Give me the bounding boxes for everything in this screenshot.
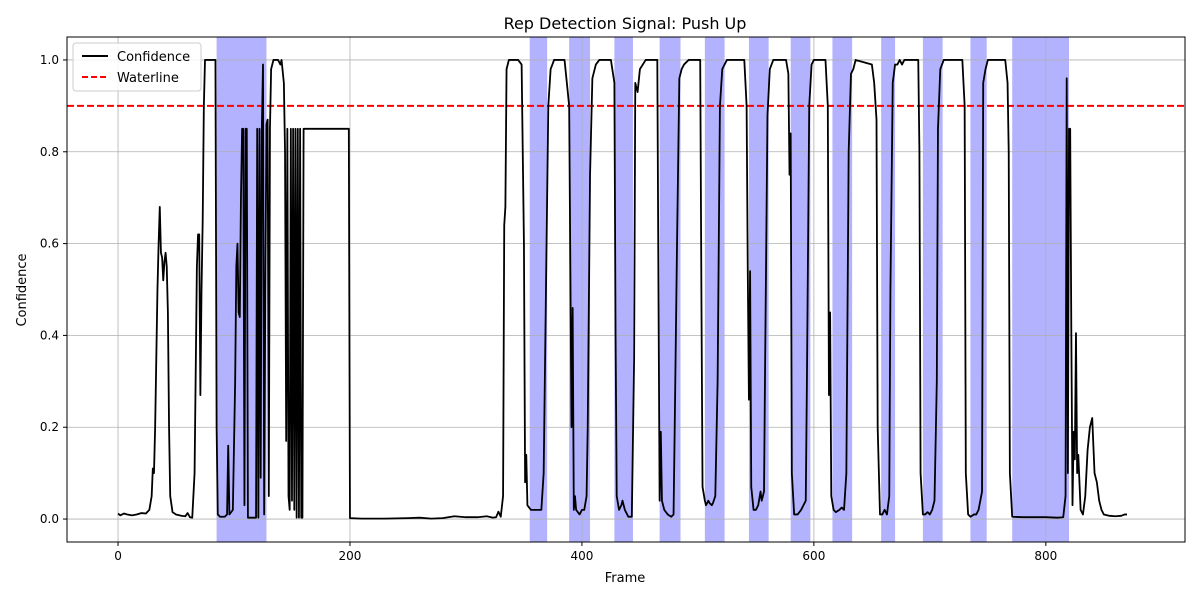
- legend: Confidence Waterline: [72, 42, 202, 92]
- y-axis: 0.0 0.2 0.4 0.6 0.8 1.0: [40, 53, 67, 526]
- shaded-region-6: [748, 37, 769, 542]
- y-tick-label-0: 0.0: [40, 512, 59, 526]
- x-axis: 0 200 400 600 800: [114, 542, 1057, 563]
- shaded-region-10: [922, 37, 943, 542]
- x-tick-label-0: 0: [114, 549, 122, 563]
- shaded-region-4: [659, 37, 681, 542]
- x-axis-label: Frame: [605, 571, 646, 586]
- shaded-region-3: [614, 37, 633, 542]
- shaded-region-12: [1012, 37, 1070, 542]
- x-tick-label-800: 800: [1034, 549, 1057, 563]
- y-tick-label-0.8: 0.8: [40, 145, 59, 159]
- shaded-region-5: [704, 37, 725, 542]
- series-layer: [67, 59, 1185, 520]
- series-line-confidence: [117, 59, 1128, 520]
- y-axis-label: Confidence: [15, 253, 30, 326]
- shaded-region-1: [529, 37, 548, 542]
- x-tick-label-600: 600: [802, 549, 825, 563]
- legend-confidence-label: Confidence: [117, 50, 190, 65]
- y-tick-label-0.2: 0.2: [40, 420, 59, 434]
- y-tick-label-0.4: 0.4: [40, 328, 59, 342]
- chart-title: Rep Detection Signal: Push Up: [504, 14, 747, 33]
- shaded-region-11: [970, 37, 987, 542]
- x-tick-label-200: 200: [339, 549, 362, 563]
- shaded-region-2: [569, 37, 591, 542]
- x-tick-label-400: 400: [570, 549, 593, 563]
- plot-frame: [66, 36, 1186, 543]
- legend-waterline-label: Waterline: [117, 71, 179, 86]
- y-tick-label-1: 1.0: [40, 53, 59, 67]
- y-tick-label-0.6: 0.6: [40, 237, 59, 251]
- shaded-region-7: [790, 37, 811, 542]
